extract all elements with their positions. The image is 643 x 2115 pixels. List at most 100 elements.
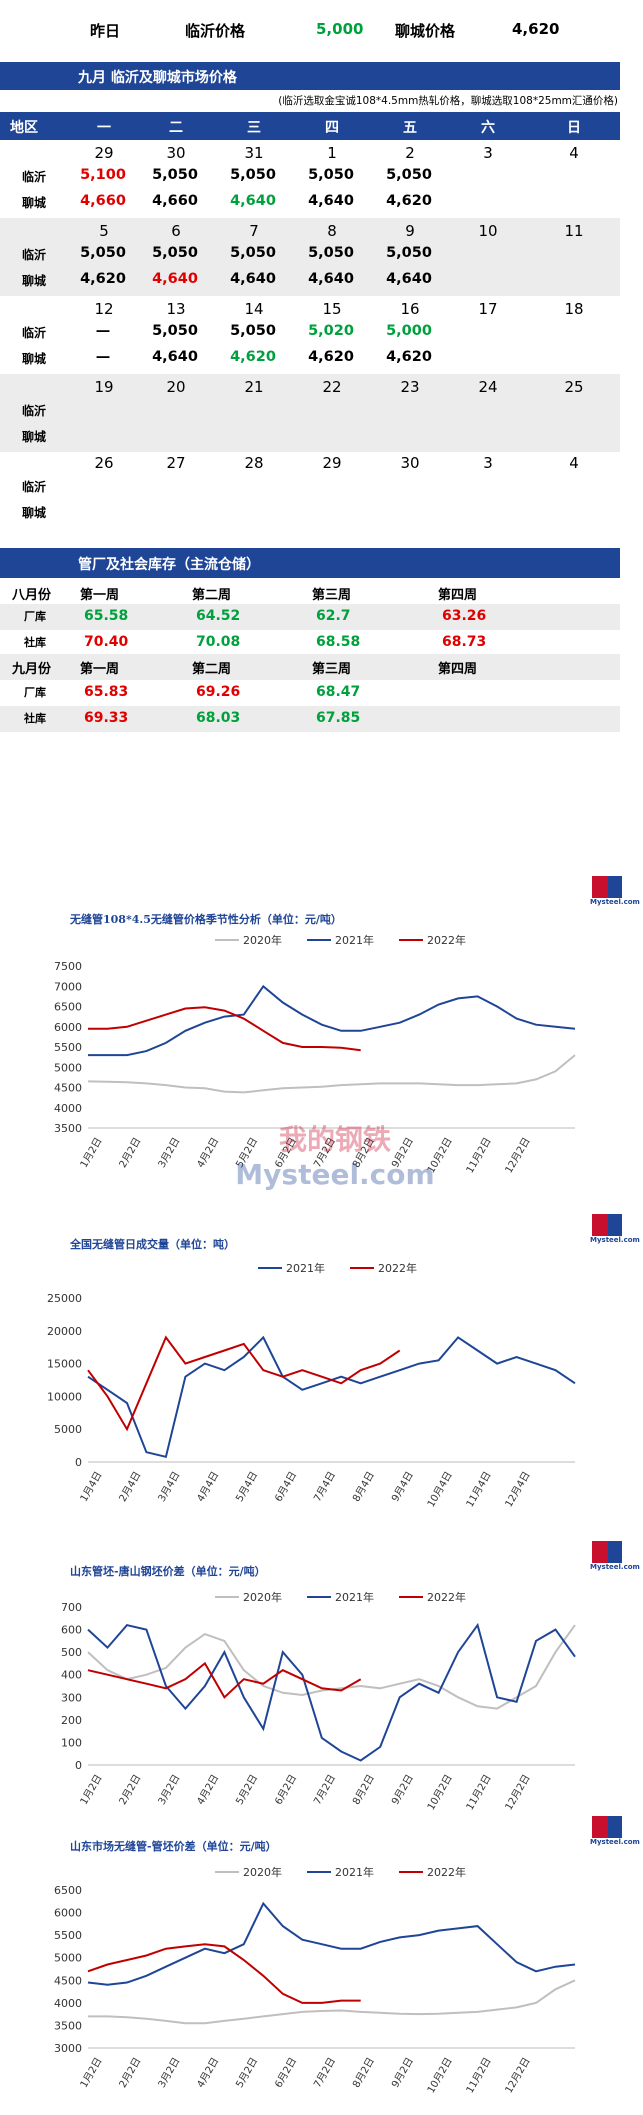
y-tick-label: 4000 [54,1102,82,1115]
legend-label: 2021年 [335,933,374,947]
chart-title: 无缝管108*4.5无缝管价格季节性分析（单位：元/吨） [70,913,342,926]
x-tick-label: 7月2日 [311,2056,338,2090]
x-tick-label: 12月2日 [503,1136,533,1176]
x-tick-label: 10月2日 [425,1773,455,1813]
inventory-row-label: 社库 [24,636,46,649]
week-shade [0,218,620,296]
y-tick-label: 400 [61,1669,82,1682]
x-tick-label: 9月4日 [389,1470,416,1504]
x-tick-label: 9月2日 [389,2056,416,2090]
calendar-day: 2 [405,144,415,162]
legend-label: 2020年 [243,1865,282,1879]
calendar-day: 21 [244,378,264,396]
x-tick-label: 5月2日 [234,2056,261,2090]
calendar-day: 26 [94,454,114,472]
inventory-week-label: 第四周 [438,662,478,677]
x-tick-label: 1月2日 [78,1773,105,1807]
calendar-day: 4 [569,454,579,472]
legend-label: 2020年 [243,1590,282,1604]
x-tick-label: 6月2日 [272,2056,299,2090]
calendar-day: 8 [327,222,337,240]
calendar-day: 4 [569,144,579,162]
x-tick-label: 8月2日 [350,2056,377,2090]
x-tick-label: 8月4日 [350,1470,377,1504]
liaocheng-price: 4,640 [230,271,276,287]
liaocheng-price: 4,640 [152,271,198,287]
inventory-value: 68.03 [196,710,241,726]
inventory-week-label: 第二周 [192,662,232,677]
inventory-value: 63.26 [442,608,487,624]
y-tick-label: 5000 [54,1423,82,1436]
x-tick-label: 3月4日 [156,1470,183,1504]
inventory-row-label: 社库 [24,712,46,725]
mysteel-logo-text: Mysteel.com [590,1236,640,1244]
row-label-linyi: 临沂 [22,480,47,494]
calendar-header-4: 四 [325,120,339,136]
y-tick-label: 200 [61,1714,82,1727]
inventory-week-label: 第一周 [80,662,120,677]
series-line-2020年 [87,1054,576,1094]
chart-1: Mysteel.com 无缝管108*4.5无缝管价格季节性分析（单位：元/吨） 2… [0,876,643,1180]
calendar-day: 20 [166,378,186,396]
y-tick-label: 5000 [54,1061,82,1074]
row-label-liaocheng: 聊城 [22,352,47,366]
row-label-liaocheng: 聊城 [22,274,47,288]
legend-label: 2021年 [335,1590,374,1604]
chart-title: 山东市场无缝管-管坯价差（单位：元/吨） [70,1840,277,1853]
y-tick-label: 5500 [54,1041,82,1054]
linyi-price: 5,050 [80,245,126,261]
y-tick-label: 700 [61,1601,82,1614]
mysteel-logo-mark [592,1214,622,1236]
calendar-day: 18 [564,300,584,318]
yesterday-label: 昨日 [90,22,121,40]
inventory-value: 62.7 [316,608,351,624]
row-label-linyi: 临沂 [22,248,47,262]
liaocheng-price: 4,660 [80,193,126,209]
inventory-row-label: 厂库 [24,686,46,699]
calendar-day: 14 [244,300,264,318]
y-tick-label: 5500 [54,1929,82,1942]
linyi-price: 5,050 [308,245,354,261]
calendar-day: 3 [483,144,493,162]
calendar-day: 31 [244,144,264,162]
linyi-price: 5,050 [386,245,432,261]
x-tick-label: 2月4日 [117,1470,144,1504]
x-tick-label: 11月2日 [464,1773,494,1813]
liaocheng-price: 4,640 [308,271,354,287]
section-title-prices: 九月 临沂及聊城市场价格 [0,62,620,90]
chart-svg: 2020年 2021年 2022年 700 600 500 400 300 200 100 01月2… [61,1590,576,1813]
y-tick-label: 6000 [54,1907,82,1920]
calendar-header-7: 日 [567,120,581,136]
linyi-price: — [95,323,111,339]
y-tick-label: 4500 [54,1082,82,1095]
liaocheng-price: 4,620 [386,349,432,365]
legend-label: 2022年 [378,1261,417,1275]
inventory-value: 65.58 [84,608,129,624]
x-tick-label: 1月4日 [78,1470,105,1504]
linyi-price: 5,050 [152,245,198,261]
liaocheng-price: 4,620 [80,271,126,287]
y-tick-label: 3500 [54,1122,82,1135]
series-line-2021年 [87,1335,576,1459]
x-tick-label: 12月4日 [503,1470,533,1510]
linyi-price: 5,050 [230,245,276,261]
y-tick-label: 6500 [54,1001,82,1014]
calendar-day: 27 [166,454,186,472]
liaocheng-price: 4,660 [152,193,198,209]
calendar-day: 10 [478,222,498,240]
liaocheng-price: — [95,349,111,365]
y-tick-label: 6500 [54,1884,82,1897]
y-tick-label: 100 [61,1736,82,1749]
x-tick-label: 4月2日 [195,1773,222,1807]
y-tick-label: 10000 [47,1390,82,1403]
legend-label: 2020年 [243,933,282,947]
calendar-day: 22 [322,378,342,396]
linyi-price: 5,050 [230,167,276,183]
x-tick-label: 2月2日 [117,1773,144,1807]
linyi-price-label: 临沂价格 [185,22,246,40]
y-tick-label: 3000 [54,2042,82,2055]
inventory-week-label: 第四周 [438,588,478,603]
calendar-day: 5 [99,222,109,240]
legend-label: 2022年 [427,1590,466,1604]
calendar-day: 12 [94,300,114,318]
